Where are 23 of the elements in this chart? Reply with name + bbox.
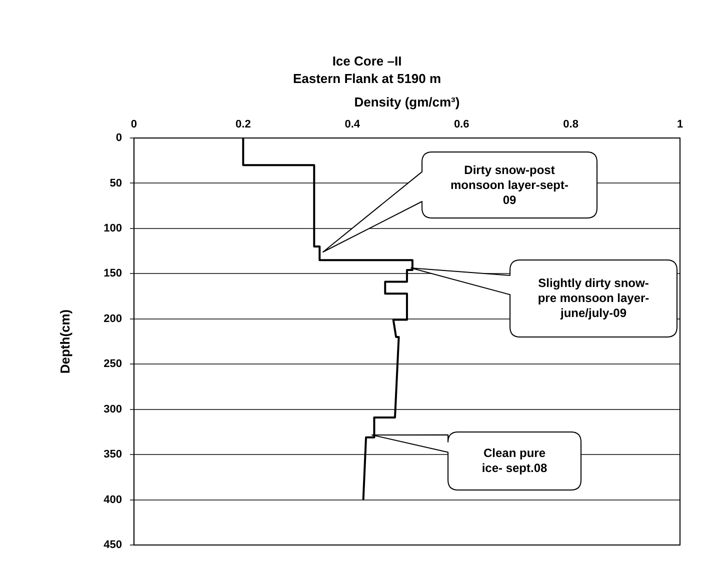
y-tick-label: 450 xyxy=(104,539,122,552)
x-tick-label: 0.2 xyxy=(236,118,251,130)
x-tick-label: 0.4 xyxy=(344,118,361,130)
x-tick-label: 0.8 xyxy=(563,118,578,130)
y-tick-label: 400 xyxy=(104,494,122,506)
chart-title: Ice Core –II xyxy=(332,53,402,68)
y-tick-label: 250 xyxy=(104,358,122,370)
y-axis-title: Depth(cm) xyxy=(57,309,72,374)
chart-subtitle: Eastern Flank at 5190 m xyxy=(292,70,442,86)
y-tick-label: 50 xyxy=(110,177,122,190)
y-tick-label: 150 xyxy=(104,268,122,280)
y-tick-label: 350 xyxy=(104,448,122,461)
annotation: Slightly dirty snow-pre monsoon layer-june/july-09 xyxy=(536,275,650,322)
x-tick-label: 0 xyxy=(130,118,138,130)
x-tick-label: 1 xyxy=(676,118,684,130)
annotation: Clean pure ice- sept.08 xyxy=(480,445,548,477)
annotation: Dirty snow-post monsoon layer-sept-09 xyxy=(449,162,570,208)
x-axis-title: Density (gm/cm³) xyxy=(354,94,460,110)
y-tick-label: 200 xyxy=(104,312,122,325)
y-tick-label: 0 xyxy=(116,132,122,144)
y-tick-label: 300 xyxy=(104,403,122,416)
x-tick-label: 0.6 xyxy=(454,118,470,130)
y-tick-label: 100 xyxy=(104,222,122,234)
